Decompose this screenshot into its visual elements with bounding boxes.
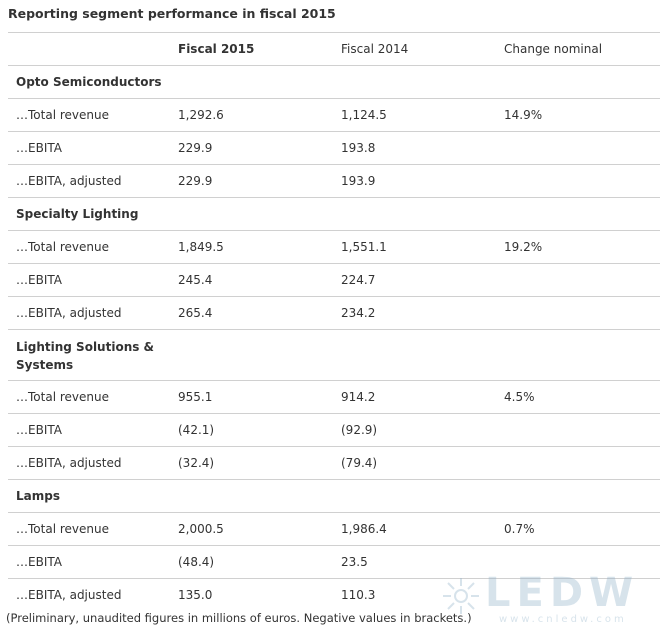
table-row: …EBITA, adjusted 135.0 110.3: [8, 579, 660, 612]
table-row: …Total revenue 1,292.6 1,124.5 14.9%: [8, 99, 660, 132]
row-label: …Total revenue: [16, 390, 109, 404]
fiscal-2015-value: 2,000.5: [178, 522, 224, 536]
fiscal-2015-value: 1,849.5: [178, 240, 224, 254]
header-change-nominal: Change nominal: [504, 42, 603, 56]
fiscal-2015-value: 1,292.6: [178, 108, 224, 122]
fiscal-2015-value: (42.1): [178, 423, 215, 437]
table-row: …EBITA, adjusted 265.4 234.2: [8, 297, 660, 330]
fiscal-2015-value: (48.4): [178, 555, 215, 569]
section-header-row: Specialty Lighting: [8, 198, 660, 231]
section-title: Lamps: [16, 489, 60, 503]
fiscal-2015-value: 229.9: [178, 141, 213, 155]
fiscal-2014-value: 23.5: [341, 555, 368, 569]
header-fiscal-2014: Fiscal 2014: [341, 42, 409, 56]
watermark-url: www.cnledw.com: [499, 614, 627, 625]
row-label: …EBITA, adjusted: [16, 588, 122, 602]
fiscal-2015-value: 955.1: [178, 390, 213, 404]
fiscal-2014-value: (79.4): [341, 456, 378, 470]
fiscal-2015-value: 135.0: [178, 588, 213, 602]
table-row: …EBITA, adjusted (32.4) (79.4): [8, 447, 660, 480]
row-label: …EBITA, adjusted: [16, 174, 122, 188]
table-row: …EBITA, adjusted 229.9 193.9: [8, 165, 660, 198]
fiscal-2015-value: 229.9: [178, 174, 213, 188]
fiscal-2014-value: (92.9): [341, 423, 378, 437]
table-title: Reporting segment performance in fiscal …: [8, 6, 336, 21]
fiscal-2014-value: 110.3: [341, 588, 376, 602]
header-fiscal-2015: Fiscal 2015: [178, 42, 255, 56]
section-title: Lighting Solutions & Systems: [16, 340, 155, 372]
section-header-row: Opto Semiconductors: [8, 66, 660, 99]
fiscal-2014-value: 234.2: [341, 306, 376, 320]
fiscal-2014-value: 193.8: [341, 141, 376, 155]
fiscal-2014-value: 1,986.4: [341, 522, 387, 536]
table-row: …Total revenue 1,849.5 1,551.1 19.2%: [8, 231, 660, 264]
row-label: …EBITA: [16, 141, 62, 155]
row-label: …EBITA: [16, 423, 62, 437]
table-row: …EBITA 229.9 193.8: [8, 132, 660, 165]
table-row: …EBITA (48.4) 23.5: [8, 546, 660, 579]
change-value: 4.5%: [504, 390, 535, 404]
table-row: …EBITA (42.1) (92.9): [8, 414, 660, 447]
section-title: Specialty Lighting: [16, 207, 139, 221]
section-header-row: Lamps: [8, 480, 660, 513]
table-row: …Total revenue 2,000.5 1,986.4 0.7%: [8, 513, 660, 546]
change-value: 0.7%: [504, 522, 535, 536]
table-row: …EBITA 245.4 224.7: [8, 264, 660, 297]
fiscal-2014-value: 1,124.5: [341, 108, 387, 122]
table-header-row: Fiscal 2015 Fiscal 2014 Change nominal: [8, 33, 660, 66]
section-title: Opto Semiconductors: [16, 75, 162, 89]
fiscal-2014-value: 1,551.1: [341, 240, 387, 254]
row-label: …Total revenue: [16, 240, 109, 254]
fiscal-2014-value: 224.7: [341, 273, 376, 287]
row-label: …Total revenue: [16, 108, 109, 122]
segment-performance-table: Fiscal 2015 Fiscal 2014 Change nominal O…: [8, 33, 660, 612]
change-value: 14.9%: [504, 108, 543, 122]
change-value: 19.2%: [504, 240, 543, 254]
row-label: …EBITA, adjusted: [16, 306, 122, 320]
fiscal-2014-value: 914.2: [341, 390, 376, 404]
section-header-row: Lighting Solutions & Systems: [8, 330, 660, 381]
fiscal-2015-value: (32.4): [178, 456, 215, 470]
fiscal-2015-value: 265.4: [178, 306, 213, 320]
title-divider: [8, 32, 660, 33]
row-label: …EBITA: [16, 555, 62, 569]
row-label: …EBITA, adjusted: [16, 456, 122, 470]
table-row: …Total revenue 955.1 914.2 4.5%: [8, 381, 660, 414]
row-label: …EBITA: [16, 273, 62, 287]
row-label: …Total revenue: [16, 522, 109, 536]
fiscal-2015-value: 245.4: [178, 273, 213, 287]
table-footnote: (Preliminary, unaudited figures in milli…: [6, 611, 472, 625]
fiscal-2014-value: 193.9: [341, 174, 376, 188]
